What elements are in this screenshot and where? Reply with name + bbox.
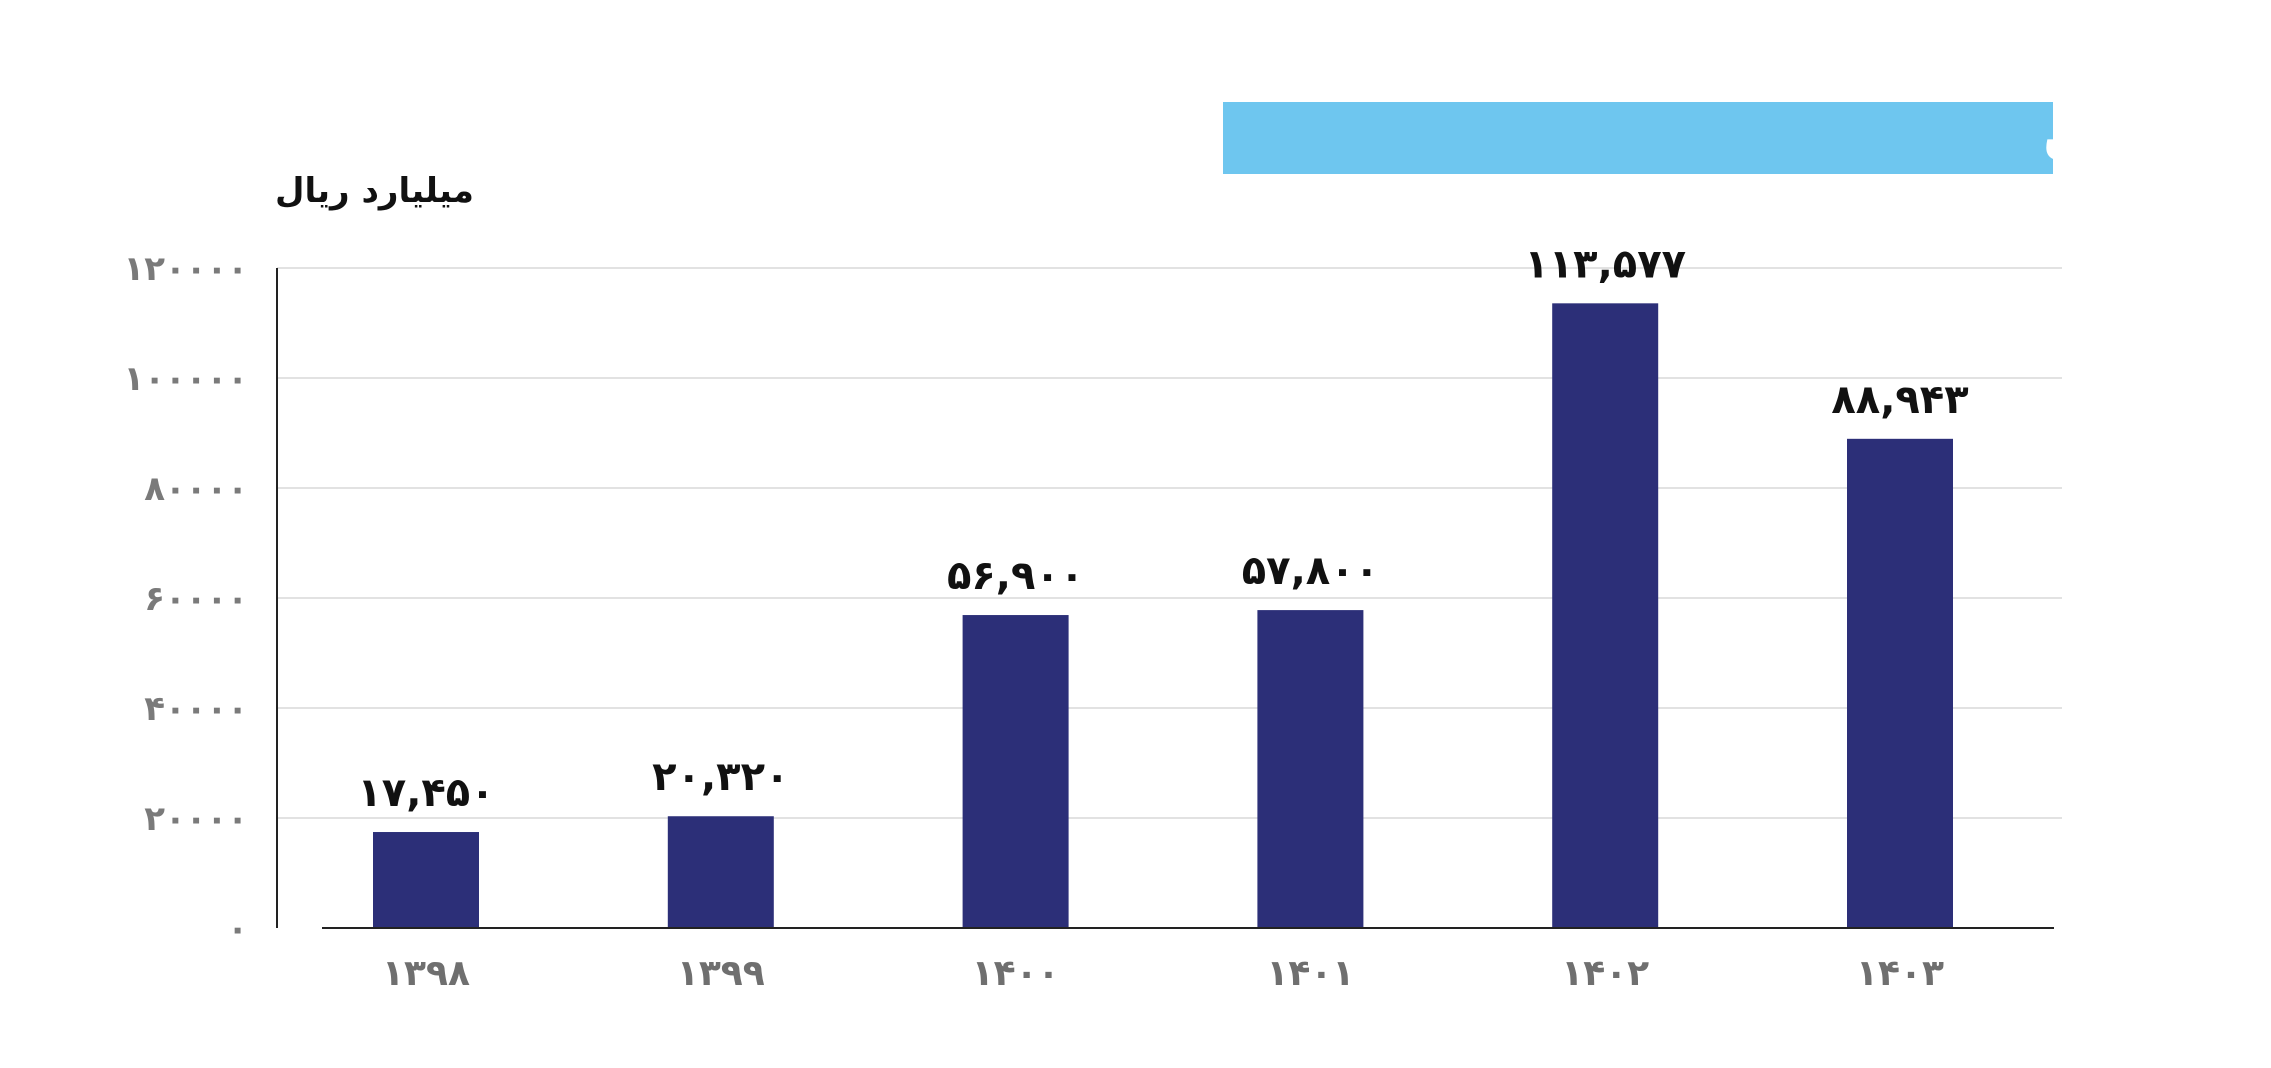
bars [373,303,1953,928]
data-label: ۵۶,۹۰۰ [947,553,1084,599]
chart-title-background [1223,102,2053,174]
x-tick-label: ۱۴۰۱ [1266,953,1354,994]
bar-0 [373,832,479,928]
chart-title: سفارشات ابلاغ شده به شرکت های دانش بنیان [2043,102,2271,165]
y-tick-label: ۲۰۰۰۰ [144,799,248,839]
x-tick-label: ۱۴۰۰ [972,953,1060,994]
bar-1 [667,816,774,928]
y-tick-label: ۰ [227,909,248,949]
y-axis-unit-label: میلیارد ریال [275,171,474,211]
x-tick-label: ۱۳۹۹ [677,953,765,994]
bar-2 [962,615,1069,928]
y-axis-ticks: ۰ ۲۰۰۰۰ ۴۰۰۰۰ ۶۰۰۰۰ ۸۰۰۰۰ ۱۰۰۰۰۰ ۱۲۰۰۰۰ [123,249,248,949]
y-tick-label: ۴۰۰۰۰ [144,689,248,729]
gridlines [277,267,2062,819]
x-tick-label: ۱۴۰۲ [1561,953,1649,994]
bar-5 [1847,438,1953,928]
y-tick-label: ۱۲۰۰۰۰ [123,249,248,289]
x-tick-label: ۱۳۹۸ [382,953,470,994]
x-axis-ticks: ۱۳۹۸ ۱۳۹۹ ۱۴۰۰ ۱۴۰۱ ۱۴۰۲ ۱۴۰۳ [382,953,1944,994]
data-labels: ۱۷,۴۵۰ ۲۰,۳۲۰ ۵۶,۹۰۰ ۵۷,۸۰۰ ۱۱۳,۵۷۷ ۸۸,۹۴۳ [357,241,1968,816]
bar-3 [1257,610,1364,928]
y-tick-label: ۱۰۰۰۰۰ [123,359,248,399]
data-label: ۸۸,۹۴۳ [1831,377,1968,423]
y-tick-label: ۶۰۰۰۰ [144,579,248,619]
data-label: ۵۷,۸۰۰ [1242,548,1379,594]
bar-4 [1552,303,1659,928]
data-label: ۱۷,۴۵۰ [357,770,494,816]
y-tick-label: ۸۰۰۰۰ [144,469,248,509]
data-label: ۱۱۳,۵۷۷ [1524,241,1686,287]
data-label: ۲۰,۳۲۰ [652,754,789,800]
x-tick-label: ۱۴۰۳ [1856,953,1944,994]
